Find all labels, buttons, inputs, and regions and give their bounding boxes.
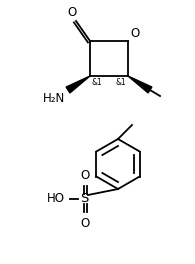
Polygon shape xyxy=(66,76,90,93)
Text: O: O xyxy=(130,27,139,40)
Text: O: O xyxy=(80,217,90,230)
Text: O: O xyxy=(80,169,90,182)
Text: O: O xyxy=(67,6,77,19)
Text: S: S xyxy=(80,192,88,205)
Text: HO: HO xyxy=(47,192,65,205)
Text: &1: &1 xyxy=(92,78,103,87)
Polygon shape xyxy=(128,76,152,93)
Text: H₂N: H₂N xyxy=(43,92,65,105)
Text: &1: &1 xyxy=(115,78,126,87)
